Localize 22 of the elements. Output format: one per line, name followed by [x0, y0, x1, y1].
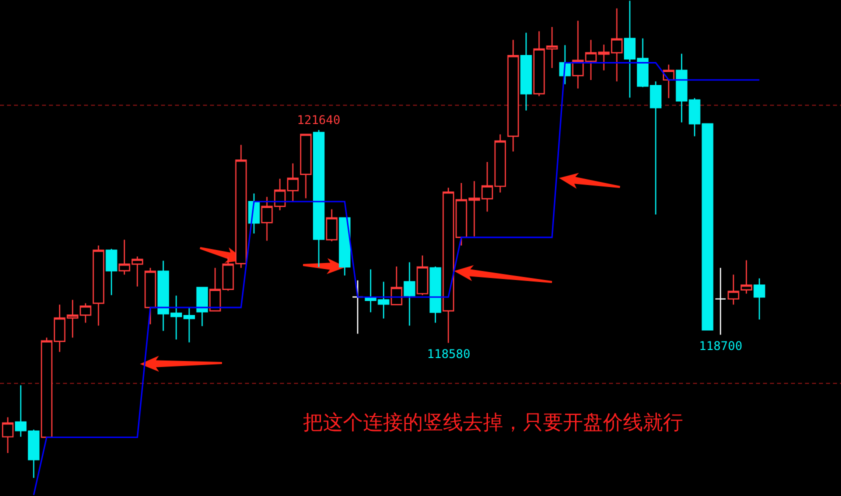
candlestick	[312, 129, 325, 268]
candlestick	[520, 32, 532, 112]
candlestick	[714, 267, 726, 336]
candlestick	[196, 286, 208, 327]
annotation: 把这个连接的竖线去掉，只要开盘价线就行	[303, 410, 683, 434]
candlestick	[326, 208, 338, 242]
candlestick	[728, 274, 740, 306]
candlestick	[300, 134, 312, 199]
candlestick	[507, 39, 519, 152]
candlestick	[416, 254, 428, 296]
candlestick	[106, 248, 118, 296]
candlestick	[404, 262, 416, 326]
annotation: 121640	[297, 113, 340, 127]
candlestick	[92, 244, 104, 326]
candlestick	[338, 217, 350, 276]
candlestick	[390, 266, 402, 306]
candlestick	[430, 266, 442, 324]
candlestick	[740, 260, 752, 294]
candlestick	[754, 278, 766, 320]
annotation: 118700	[699, 339, 742, 353]
candlestick	[144, 267, 156, 325]
annotation: 118580	[427, 347, 470, 361]
